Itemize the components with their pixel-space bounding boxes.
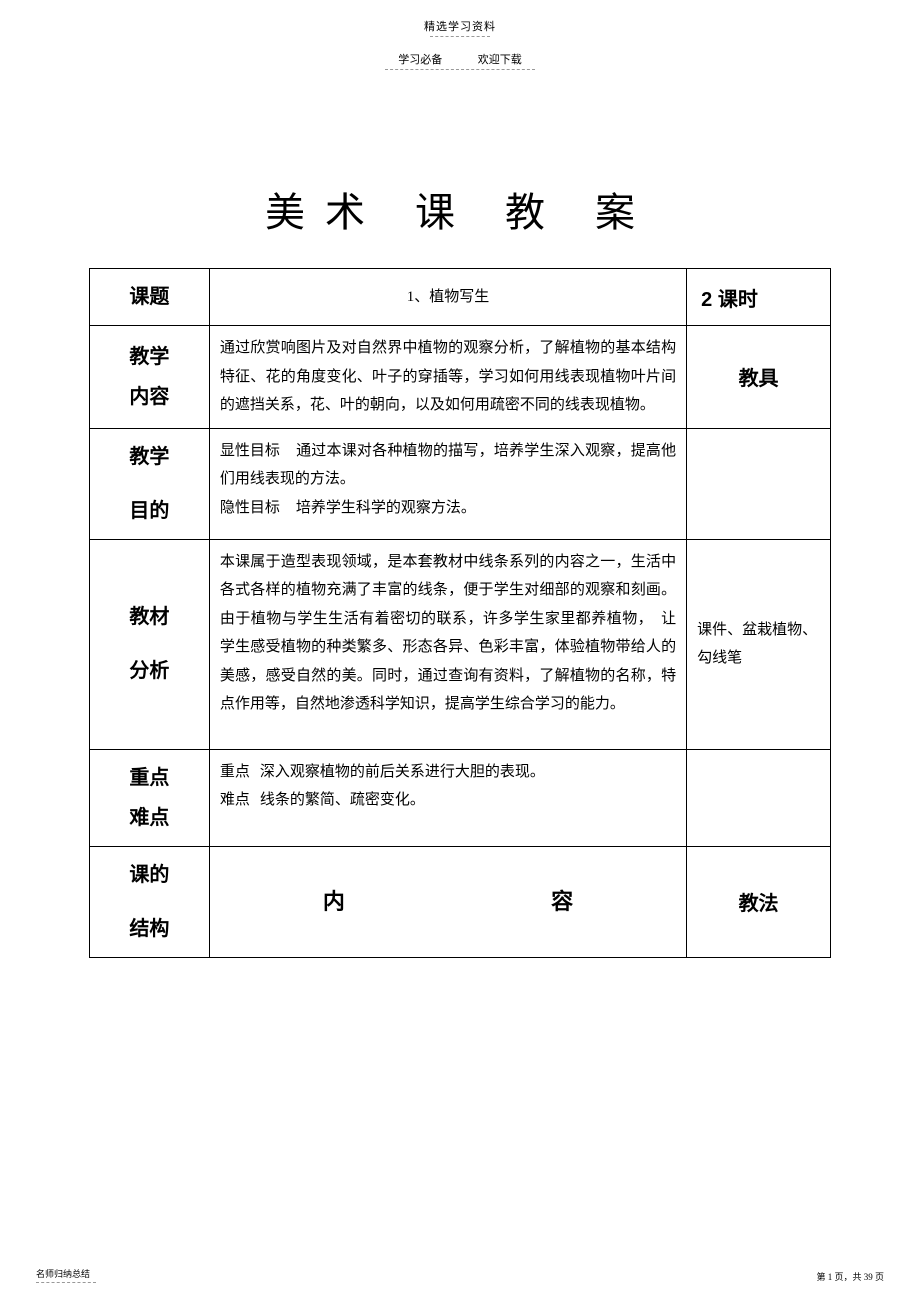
table-row: 重点 难点 重点深入观察植物的前后关系进行大胆的表现。 难点线条的繁简、疏密变化…	[90, 749, 831, 846]
header-sub-divider	[385, 69, 535, 70]
table-row: 课题 1、植物写生 2 课时	[90, 269, 831, 326]
row4-label-line2: 分析	[100, 651, 199, 691]
footer-left: 名师归纳总结	[36, 1267, 96, 1283]
row1-content: 1、植物写生	[209, 269, 686, 326]
row2-content: 通过欣赏响图片及对自然界中植物的观察分析，了解植物的基本结构特征、花的角度变化、…	[209, 326, 686, 429]
row6-content: 内 容	[209, 846, 686, 957]
header-sub-left: 学习必备	[398, 54, 442, 66]
row1-label: 课题	[90, 269, 210, 326]
table-row: 教学 目的 显性目标通过本课对各种植物的描写，培养学生深入观察，提高他们用线表现…	[90, 428, 831, 539]
row3-explicit-label: 显性目标	[220, 437, 280, 466]
row6-label-line1: 课的	[100, 855, 199, 895]
footer-left-text: 名师归纳总结	[36, 1269, 90, 1279]
row2-label-line1: 教学	[100, 337, 199, 377]
row4-label: 教材 分析	[90, 539, 210, 749]
header-sub-right: 欢迎下载	[478, 54, 522, 66]
table-row: 教材 分析 本课属于造型表现领域，是本套教材中线条系列的内容之一，生活中各式各样…	[90, 539, 831, 749]
row4-right: 课件、盆栽植物、勾线笔	[687, 539, 831, 749]
header-top-divider	[430, 36, 490, 37]
footer-left-divider	[36, 1282, 96, 1283]
row5-keypoint-text: 深入观察植物的前后关系进行大胆的表现。	[260, 764, 545, 780]
row1-right: 2 课时	[687, 269, 831, 326]
row3-explicit-text: 通过本课对各种植物的描写，培养学生深入观察，提高他们用线表现的方法。	[220, 443, 676, 488]
header-sub: 学习必备 欢迎下载	[0, 51, 920, 67]
footer-right: 第 1 页，共 39 页	[816, 1270, 884, 1283]
row6-label: 课的 结构	[90, 846, 210, 957]
row2-label-line2: 内容	[100, 377, 199, 417]
row6-content-left: 内	[323, 881, 345, 923]
row5-keypoint-label: 重点	[220, 758, 250, 787]
table-row: 课的 结构 内 容 教法	[90, 846, 831, 957]
row4-label-line1: 教材	[100, 597, 199, 637]
lesson-plan-table: 课题 1、植物写生 2 课时 教学 内容 通过欣赏响图片及对自然界中植物的观察分…	[89, 268, 831, 958]
row4-content: 本课属于造型表现领域，是本套教材中线条系列的内容之一，生活中各式各样的植物充满了…	[209, 539, 686, 749]
row2-right: 教具	[687, 326, 831, 429]
row6-right: 教法	[687, 846, 831, 957]
row6-content-right: 容	[551, 881, 573, 923]
row5-right	[687, 749, 831, 846]
row3-label-line1: 教学	[100, 437, 199, 477]
row5-difficulty-text: 线条的繁简、疏密变化。	[260, 792, 425, 808]
row3-label-line2: 目的	[100, 491, 199, 531]
row3-label: 教学 目的	[90, 428, 210, 539]
row5-label: 重点 难点	[90, 749, 210, 846]
row5-label-line1: 重点	[100, 758, 199, 798]
row3-right	[687, 428, 831, 539]
row5-label-line2: 难点	[100, 798, 199, 838]
row3-implicit-label: 隐性目标	[220, 494, 280, 523]
row6-label-line2: 结构	[100, 909, 199, 949]
row3-implicit-text: 培养学生科学的观察方法。	[296, 500, 476, 516]
row5-content: 重点深入观察植物的前后关系进行大胆的表现。 难点线条的繁简、疏密变化。	[209, 749, 686, 846]
page-title: 美术 课 教 案	[0, 180, 920, 238]
row3-content: 显性目标通过本课对各种植物的描写，培养学生深入观察，提高他们用线表现的方法。 隐…	[209, 428, 686, 539]
table-row: 教学 内容 通过欣赏响图片及对自然界中植物的观察分析，了解植物的基本结构特征、花…	[90, 326, 831, 429]
row5-difficulty-label: 难点	[220, 786, 250, 815]
row2-label: 教学 内容	[90, 326, 210, 429]
header-top-text: 精选学习资料	[0, 0, 920, 34]
